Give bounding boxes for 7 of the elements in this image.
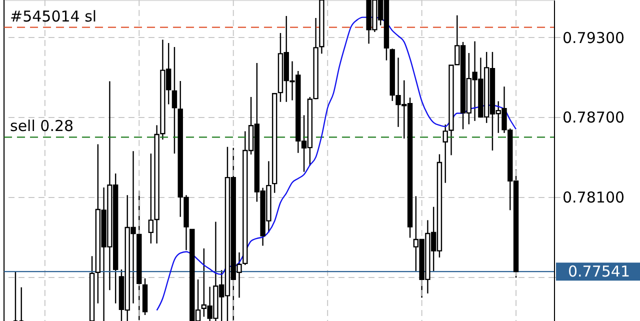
- candlestick: [172, 46, 178, 154]
- y-tick-label: 0.79300: [562, 28, 625, 47]
- ref-line-label: 0.77541: [568, 262, 630, 281]
- ref-line-label: #545014 sl: [10, 7, 97, 26]
- y-tick-label: 0.78100: [562, 188, 625, 207]
- y-tick-label: 0.78700: [562, 108, 625, 127]
- ref-line-label: sell 0.28: [10, 117, 74, 136]
